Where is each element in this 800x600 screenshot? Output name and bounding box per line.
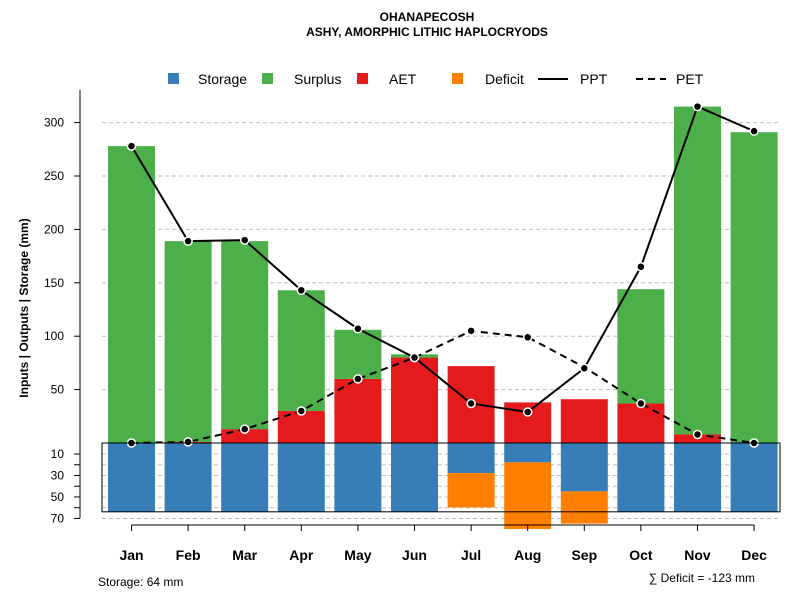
pet-line-point bbox=[239, 424, 250, 434]
series-lines bbox=[126, 101, 759, 448]
chart-title: OHANAPECOSH bbox=[380, 10, 475, 24]
y-tick-label: 70 bbox=[51, 511, 65, 525]
y-tick-label: 150 bbox=[44, 276, 64, 290]
y-tick-label: 50 bbox=[51, 383, 65, 397]
pet-line bbox=[131, 329, 755, 444]
storage-bar bbox=[730, 443, 778, 512]
aet-bar bbox=[391, 357, 438, 443]
month-label: Jul bbox=[461, 547, 481, 563]
pet-line-point bbox=[692, 429, 703, 440]
legend-label: Surplus bbox=[294, 71, 341, 87]
ppt-line-point bbox=[183, 236, 193, 246]
deficit-bar bbox=[447, 473, 495, 508]
aet-bar bbox=[560, 399, 608, 443]
deficit-bar bbox=[504, 462, 552, 529]
storage-bar bbox=[560, 443, 608, 492]
ppt-line-point bbox=[239, 235, 250, 245]
month-label: Apr bbox=[289, 547, 314, 563]
legend-label: PPT bbox=[580, 71, 608, 87]
ppt-line-point bbox=[296, 285, 307, 296]
surplus-bar bbox=[164, 241, 212, 442]
legend: Storage Surplus AET Deficit PPT PET bbox=[168, 71, 704, 87]
surplus-bar bbox=[277, 290, 325, 411]
legend-swatch bbox=[357, 73, 368, 84]
gridlines bbox=[102, 122, 780, 519]
y-tick-label: 10 bbox=[51, 447, 65, 461]
ppt-line-point bbox=[749, 126, 759, 136]
storage-bar bbox=[674, 443, 721, 512]
y-tick-label: 30 bbox=[51, 468, 65, 482]
pet-line-point bbox=[183, 437, 193, 447]
month-label: May bbox=[344, 547, 371, 563]
pet-line-point bbox=[636, 398, 646, 409]
bars bbox=[108, 106, 778, 529]
month-label: Sep bbox=[571, 547, 597, 563]
storage-bar bbox=[221, 443, 269, 512]
aet-bar bbox=[617, 403, 665, 443]
ppt-line bbox=[130, 105, 755, 414]
y-tick-label: 250 bbox=[44, 169, 64, 183]
legend-swatch bbox=[262, 73, 273, 84]
legend-label: PET bbox=[676, 71, 704, 87]
ppt-line-point bbox=[126, 141, 137, 151]
pet-line-point bbox=[522, 332, 533, 343]
pet-line-point bbox=[296, 406, 307, 416]
legend-label: Deficit bbox=[485, 71, 524, 87]
y-tick-label: 100 bbox=[44, 329, 64, 343]
legend-label: Storage bbox=[198, 71, 247, 87]
pet-line-point bbox=[466, 326, 476, 336]
y-tick-label: 300 bbox=[44, 116, 64, 130]
ppt-line-point bbox=[409, 352, 420, 363]
legend-swatch bbox=[452, 73, 463, 84]
aet-bar bbox=[334, 378, 382, 443]
ppt-line-point bbox=[522, 407, 533, 417]
ppt-line-point bbox=[636, 262, 646, 272]
month-label: Jun bbox=[402, 547, 427, 563]
ppt-line-point bbox=[353, 323, 363, 334]
surplus-bar bbox=[108, 146, 155, 443]
surplus-bar bbox=[221, 241, 269, 430]
storage-footnote: Storage: 64 mm bbox=[98, 575, 183, 589]
month-label: Mar bbox=[232, 547, 257, 563]
surplus-bar bbox=[730, 132, 778, 443]
axes: 50 100 150 200 250 300 10 30 50 70 Jan Feb Mar Apr May… bbox=[44, 90, 781, 563]
surplus-bar bbox=[334, 329, 382, 379]
month-label: Feb bbox=[176, 547, 201, 563]
month-label: Oct bbox=[629, 547, 653, 563]
deficit-bar bbox=[560, 491, 608, 524]
chart-subtitle: ASHY, AMORPHIC LITHIC HAPLOCRYODS bbox=[306, 25, 548, 39]
storage-bar bbox=[277, 443, 325, 512]
y-tick-label: 50 bbox=[51, 490, 65, 504]
ppt-line-point bbox=[579, 363, 590, 373]
storage-bar bbox=[391, 443, 438, 512]
month-label: Nov bbox=[684, 547, 711, 563]
storage-bar bbox=[504, 443, 552, 463]
month-label: Aug bbox=[514, 547, 541, 563]
surplus-bar bbox=[617, 289, 665, 404]
month-label: Jan bbox=[119, 547, 143, 563]
legend-label: AET bbox=[389, 71, 417, 87]
ppt-line-point bbox=[692, 101, 703, 112]
storage-bar bbox=[108, 443, 155, 512]
deficit-footnote: ∑ Deficit = -123 mm bbox=[649, 571, 755, 585]
storage-bar bbox=[164, 443, 212, 512]
y-tick-label: 200 bbox=[44, 222, 64, 236]
pet-line-point bbox=[353, 374, 363, 384]
storage-bar bbox=[447, 443, 495, 474]
y-axis-label: Inputs | Outputs | Storage (mm) bbox=[17, 218, 31, 397]
month-label: Dec bbox=[741, 547, 767, 563]
legend-swatch bbox=[168, 73, 179, 84]
storage-bar bbox=[334, 443, 382, 512]
ppt-line-point bbox=[466, 398, 476, 409]
surplus-bar bbox=[674, 106, 721, 435]
storage-bar bbox=[617, 443, 665, 512]
